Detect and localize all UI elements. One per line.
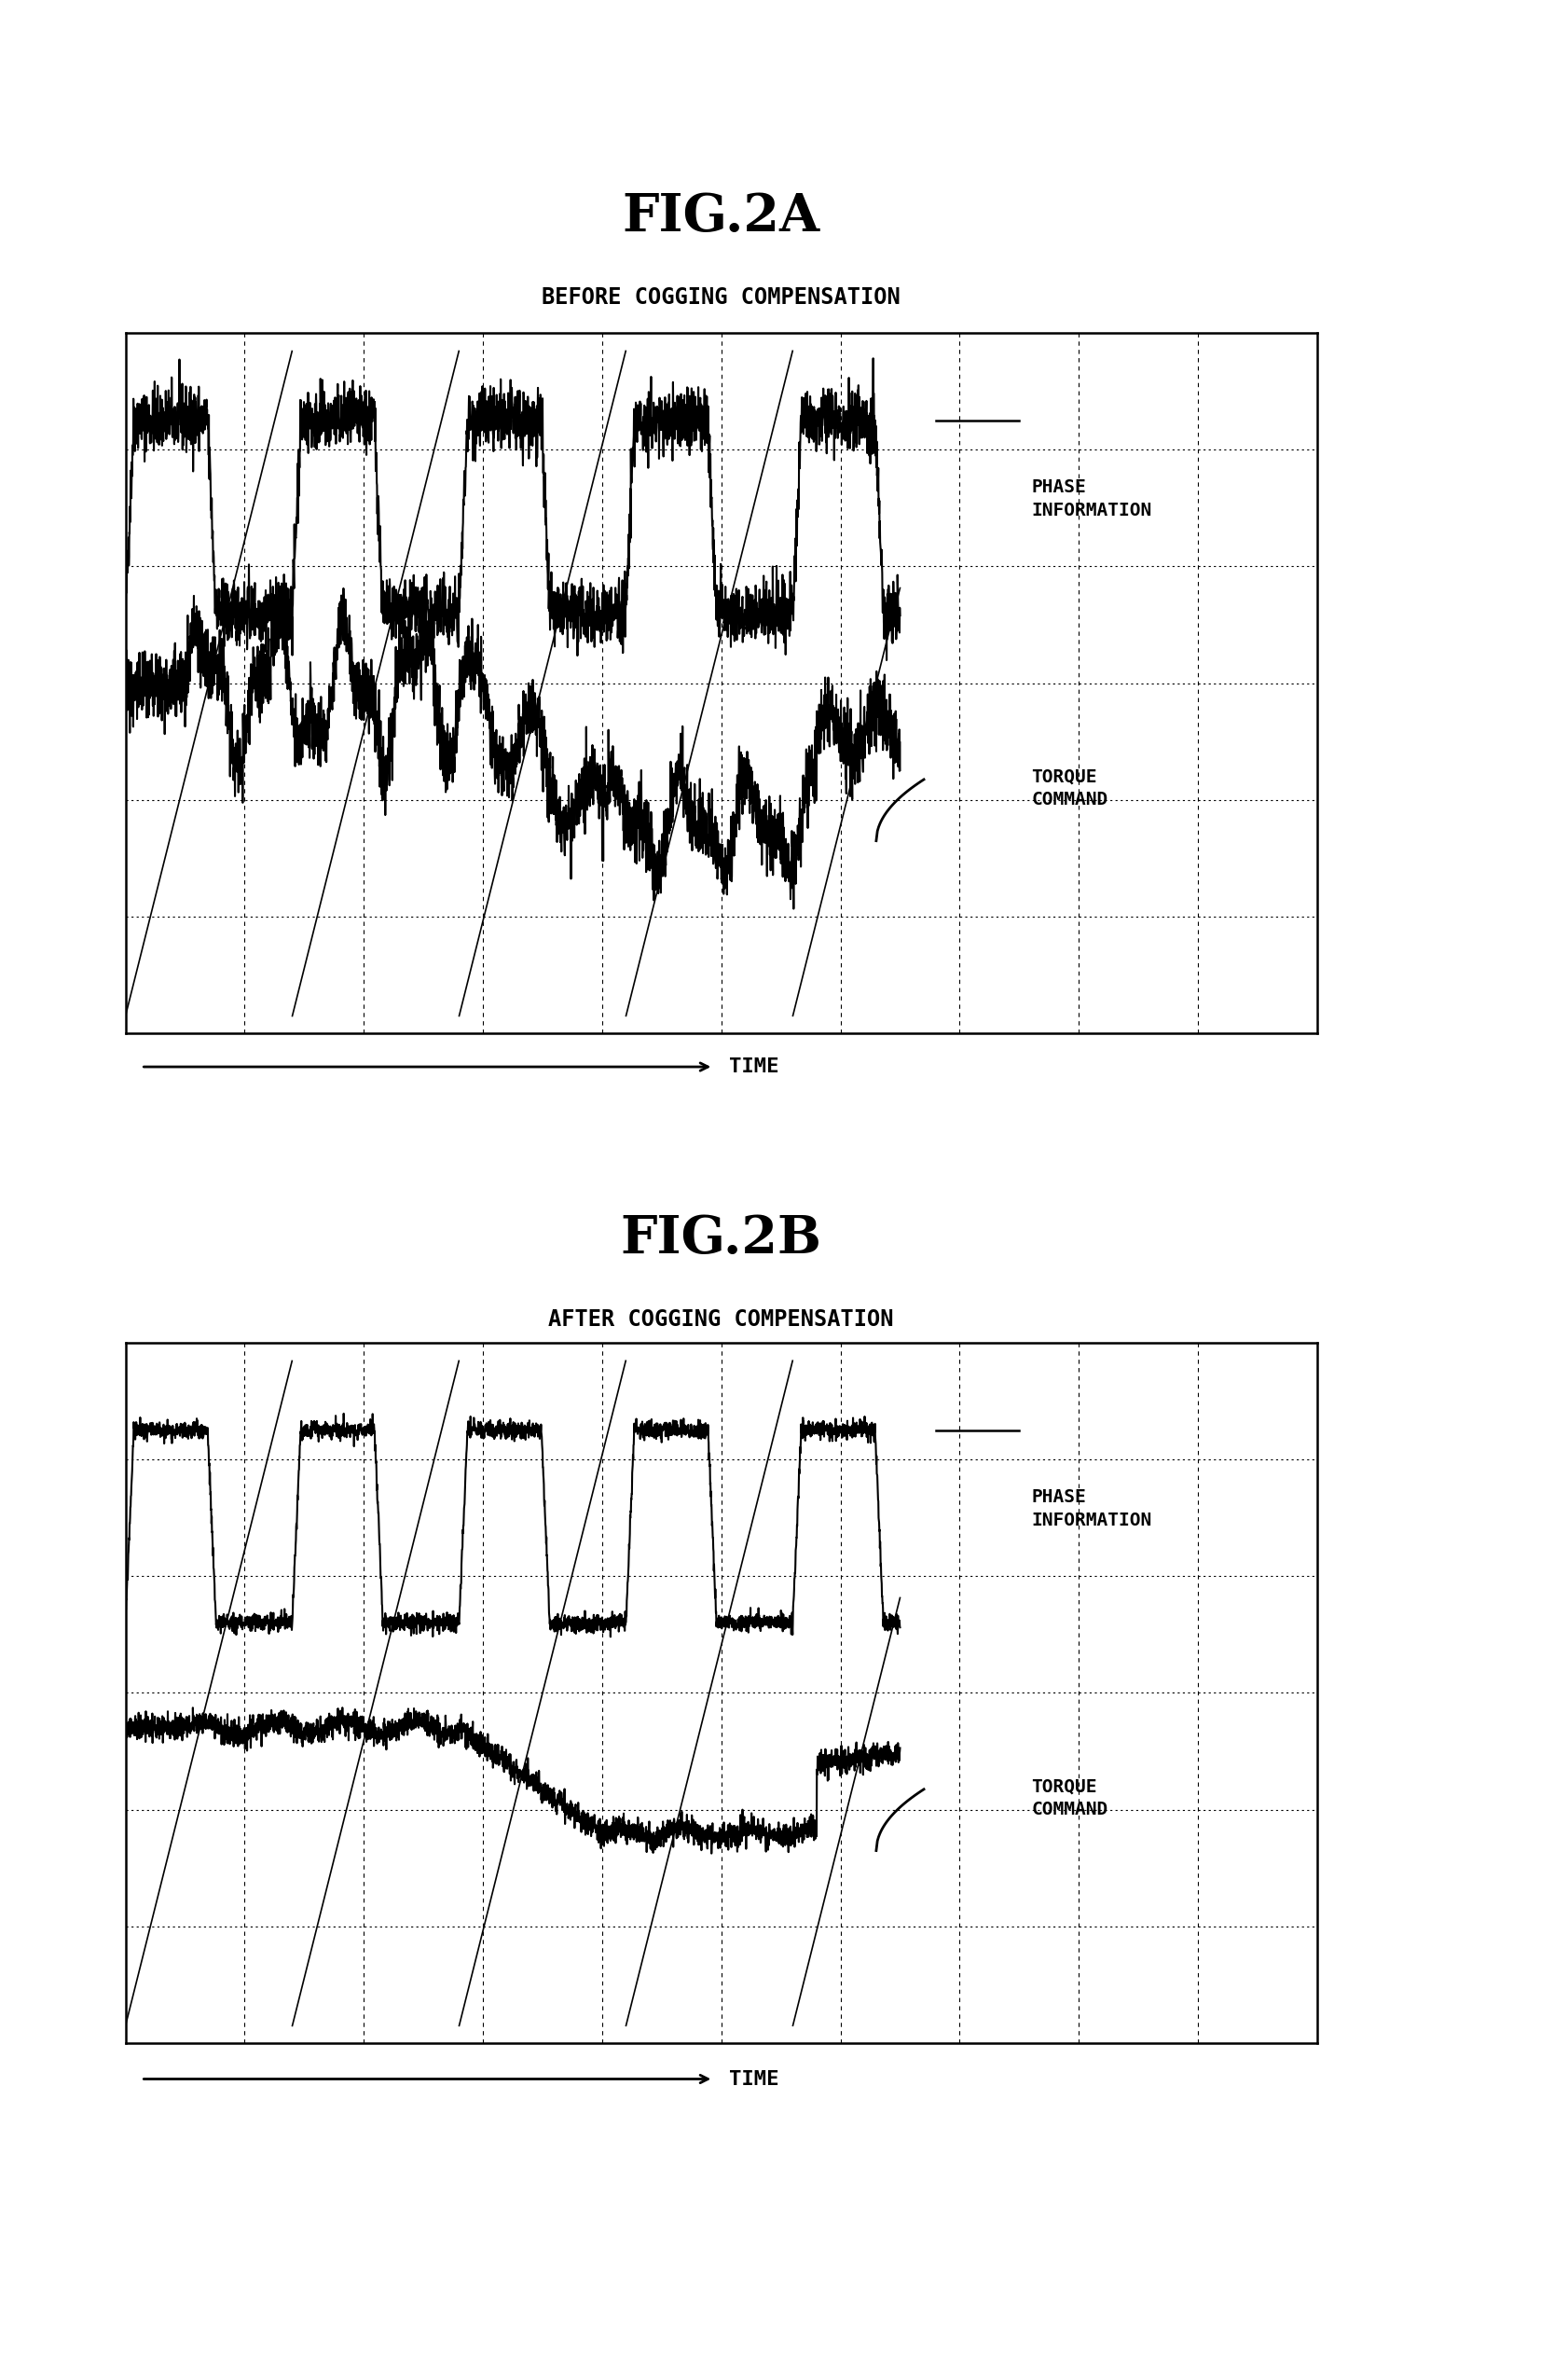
Text: TIME: TIME [729, 2069, 779, 2089]
Text: PHASE
INFORMATION: PHASE INFORMATION [1032, 1487, 1151, 1530]
Text: BEFORE COGGING COMPENSATION: BEFORE COGGING COMPENSATION [543, 287, 900, 309]
Text: FIG.2A: FIG.2A [622, 190, 820, 242]
Text: TORQUE
COMMAND: TORQUE COMMAND [1032, 767, 1109, 808]
Text: TIME: TIME [729, 1057, 779, 1076]
Text: FIG.2B: FIG.2B [621, 1212, 822, 1264]
Text: TORQUE
COMMAND: TORQUE COMMAND [1032, 1777, 1109, 1818]
Text: AFTER COGGING COMPENSATION: AFTER COGGING COMPENSATION [549, 1309, 894, 1331]
Text: PHASE
INFORMATION: PHASE INFORMATION [1032, 478, 1151, 520]
